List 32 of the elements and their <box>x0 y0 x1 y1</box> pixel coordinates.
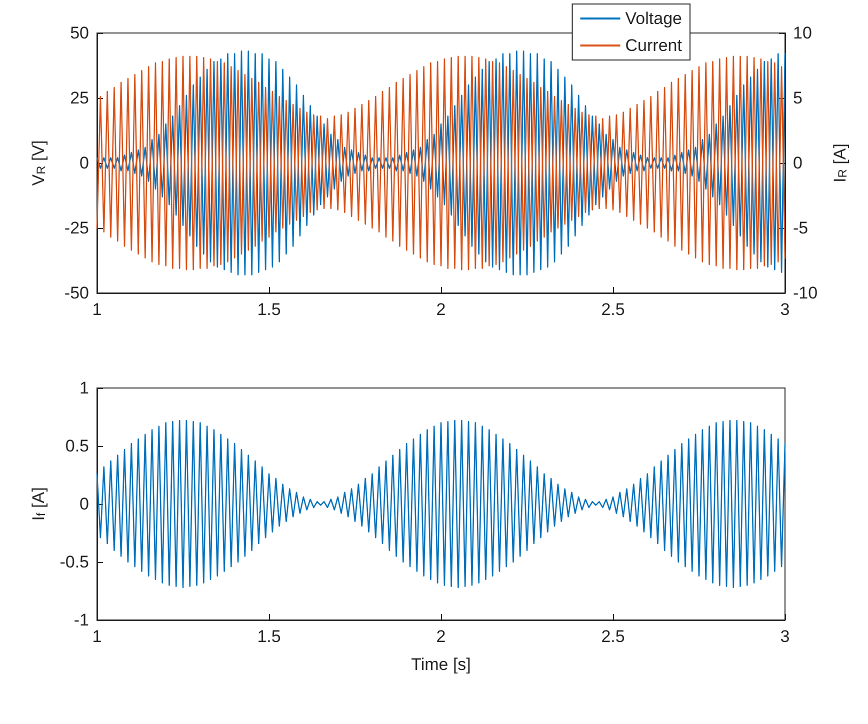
legend-label: Current <box>625 36 682 55</box>
y-tick-label: -1 <box>74 610 89 630</box>
x-tick-label: 2 <box>436 300 446 319</box>
x-tick-label: 1.5 <box>257 300 281 319</box>
x-axis-title: Time [s] <box>411 655 471 674</box>
y-axis-title: If [A] <box>29 487 48 521</box>
x-tick-label: 1.5 <box>257 627 281 646</box>
y2-tick-label: 10 <box>793 24 812 42</box>
y2-tick-label: 5 <box>793 88 802 108</box>
x-tick-label: 2.5 <box>601 627 625 646</box>
y-tick-label: 0.5 <box>65 436 89 456</box>
y-tick-label: 1 <box>80 378 89 398</box>
x-tick-label: 1 <box>92 300 102 319</box>
x-tick-label: 1 <box>92 627 102 646</box>
y2-tick-label: -5 <box>793 218 808 238</box>
y-tick-label: -0.5 <box>60 552 89 572</box>
y-axis-title: VR [V] <box>29 140 48 186</box>
y2-axis-title: IR [A] <box>830 144 850 182</box>
x-tick-label: 2.5 <box>601 300 625 319</box>
y-tick-label: 0 <box>80 494 89 514</box>
x-tick-label: 2 <box>436 627 446 646</box>
line-series <box>96 420 786 588</box>
x-tick-label: 3 <box>780 627 790 646</box>
y-tick-label: 50 <box>70 24 89 42</box>
y2-tick-label: -10 <box>793 284 818 302</box>
y-tick-label: -25 <box>64 218 89 238</box>
y-tick-label: -50 <box>64 284 89 302</box>
y-tick-label: 0 <box>80 154 89 172</box>
y-tick-label: 25 <box>70 88 89 108</box>
legend-label: Voltage <box>625 9 682 28</box>
x-tick-label: 3 <box>780 300 790 319</box>
y2-tick-label: 0 <box>793 154 802 172</box>
